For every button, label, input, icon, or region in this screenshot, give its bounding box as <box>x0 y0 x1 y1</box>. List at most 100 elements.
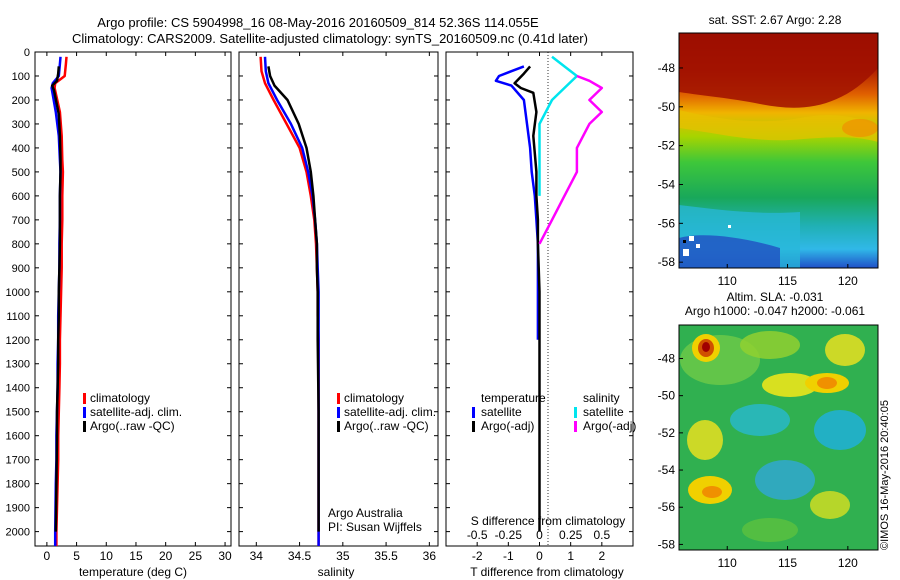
depth-tick-label: 1000 <box>6 287 30 299</box>
profile-title: Argo profile: CS 5904998_16 08-May-2016 … <box>97 15 539 30</box>
legend-swatch-t-satellite <box>472 407 475 418</box>
legend-label-satellite: satellite-adj. clim. <box>344 405 436 419</box>
depth-tick-label: 2000 <box>6 527 30 539</box>
lon-tick-label: 120 <box>838 274 858 288</box>
difference-panel: -2 -1 0 1 2 -0.5 -0.25 0 0.25 0.5 T difference f… <box>445 51 636 579</box>
salinity-depth-ticks <box>239 51 438 533</box>
sst-map-frame <box>678 32 879 269</box>
depth-tick-label: 1900 <box>6 503 30 515</box>
series-line-temperature-argo-adj- <box>513 65 541 532</box>
legend-label-climatology: climatology <box>90 391 150 405</box>
depth-tick-label: 600 <box>12 191 30 203</box>
lat-tick-label: -56 <box>658 500 676 514</box>
x-tick-label: 1 <box>567 549 574 563</box>
legend-swatch-t-argo <box>472 421 475 432</box>
legend-swatch-satellite <box>337 407 340 418</box>
pi-text: PI: Susan Wijffels <box>328 520 422 534</box>
s-difference-tick-labels: -0.5 -0.25 0 0.25 0.5 <box>467 528 611 542</box>
legend-label-argo: Argo(..raw -QC) <box>344 419 429 433</box>
lat-tick-label: -50 <box>658 100 676 114</box>
t-difference-xlabel: T difference from climatology <box>470 565 624 579</box>
sla-map-panel: Altim. SLA: -0.031 Argo h1000: -0.047 h2… <box>658 290 891 570</box>
depth-tick-label: 1800 <box>6 479 30 491</box>
legend-label-s-argo: Argo(-adj) <box>583 419 636 433</box>
temperature-xlabel: temperature (deg C) <box>79 565 187 579</box>
salinity-legend: climatology satellite-adj. clim. Argo(..… <box>337 391 436 433</box>
s-diff-tick-label: 0 <box>536 528 543 542</box>
x-tick-label: 20 <box>159 549 173 563</box>
credit-text: Argo Australia <box>328 506 403 520</box>
lat-tick-label: -52 <box>658 139 676 153</box>
legend-swatch-argo <box>83 421 86 432</box>
x-tick-label: 35 <box>336 549 350 563</box>
legend-label-t-satellite: satellite <box>481 405 522 419</box>
x-tick-label: 30 <box>218 549 232 563</box>
x-tick-label: 34 <box>250 549 264 563</box>
sla-map-subtitle: Argo h1000: -0.047 h2000: -0.061 <box>685 304 865 318</box>
x-tick-label: -1 <box>503 549 514 563</box>
legend-swatch-argo <box>337 421 340 432</box>
depth-tick-label: 200 <box>12 95 30 107</box>
sst-map-features <box>679 33 878 268</box>
lon-tick-label: 110 <box>718 274 737 288</box>
sla-longitude-ticks: 110 115 120 <box>718 546 858 570</box>
lat-tick-label: -48 <box>658 61 676 75</box>
climatology-title: Climatology: CARS2009. Satellite-adjuste… <box>72 31 588 46</box>
s-diff-tick-label: 0.5 <box>593 528 610 542</box>
depth-tick-label: 1600 <box>6 431 30 443</box>
legend-group-temperature: temperature <box>481 391 546 405</box>
x-tick-label: -2 <box>472 549 483 563</box>
temperature-axes-box <box>34 51 232 547</box>
x-tick-label: 35.5 <box>374 549 398 563</box>
sla-latitude-ticks: -48 -50 -52 -54 -56 -58 <box>658 351 683 551</box>
legend-group-salinity: salinity <box>583 391 620 405</box>
x-tick-label: 15 <box>129 549 143 563</box>
depth-tick-label: 1500 <box>6 407 30 419</box>
x-tick-label: 0 <box>536 549 543 563</box>
depth-tick-label: 1200 <box>6 335 30 347</box>
sst-map-panel: sat. SST: 2.67 Argo: 2.28 110 115 120 -48 -… <box>658 13 879 288</box>
lat-tick-label: -56 <box>658 216 676 230</box>
legend-swatch-s-satellite <box>574 407 577 418</box>
difference-legend: temperature salinity satellite Argo(-adj… <box>472 391 636 433</box>
salinity-xlabel: salinity <box>318 565 355 579</box>
depth-tick-label: 1300 <box>6 359 30 371</box>
x-tick-label: 25 <box>189 549 203 563</box>
legend-label-climatology: climatology <box>344 391 404 405</box>
s-diff-tick-label: -0.5 <box>467 528 488 542</box>
sst-latitude-ticks: -48 -50 -52 -54 -56 -58 <box>658 61 683 269</box>
t-difference-tick-labels: -2 -1 0 1 2 <box>472 52 605 563</box>
lon-tick-label: 120 <box>838 556 858 570</box>
legend-label-s-satellite: satellite <box>583 405 624 419</box>
lat-tick-label: -50 <box>658 389 676 403</box>
s-difference-xlabel: S difference from climatology <box>471 514 626 528</box>
sla-map-features <box>680 331 866 542</box>
series-line-salinity-argo-adj- <box>538 74 604 245</box>
lat-tick-label: -48 <box>658 351 676 365</box>
salinity-axes-box <box>238 51 439 547</box>
legend-swatch-climatology <box>83 393 86 404</box>
salinity-series <box>259 56 320 546</box>
temperature-panel: 0100200300400500600700800900100011001200… <box>6 47 233 579</box>
legend-swatch-satellite <box>83 407 86 418</box>
depth-tick-label: 500 <box>12 167 30 179</box>
salinity-panel: 34 34.5 35 35.5 36 salinity climatology sate… <box>238 51 439 579</box>
s-diff-tick-label: -0.25 <box>495 528 523 542</box>
depth-tick-label: 300 <box>12 119 30 131</box>
lat-tick-label: -58 <box>658 537 676 551</box>
depth-tick-label: 0 <box>24 47 30 59</box>
sst-longitude-ticks: 110 115 120 <box>718 264 858 288</box>
depth-tick-label: 900 <box>12 263 30 275</box>
lon-tick-label: 115 <box>778 274 797 288</box>
sst-map-title: sat. SST: 2.67 Argo: 2.28 <box>709 13 842 27</box>
legend-label-argo: Argo(..raw -QC) <box>90 419 175 433</box>
series-line-salinity-satellite <box>538 55 579 196</box>
legend-label-t-argo: Argo(-adj) <box>481 419 534 433</box>
temperature-series <box>50 56 68 546</box>
lon-tick-label: 110 <box>718 556 737 570</box>
x-tick-label: 5 <box>73 549 80 563</box>
depth-tick-label: 1100 <box>6 311 30 323</box>
depth-tick-label: 1700 <box>6 455 30 467</box>
s-diff-tick-label: 0.25 <box>559 528 583 542</box>
depth-tick-label: 400 <box>12 143 30 155</box>
